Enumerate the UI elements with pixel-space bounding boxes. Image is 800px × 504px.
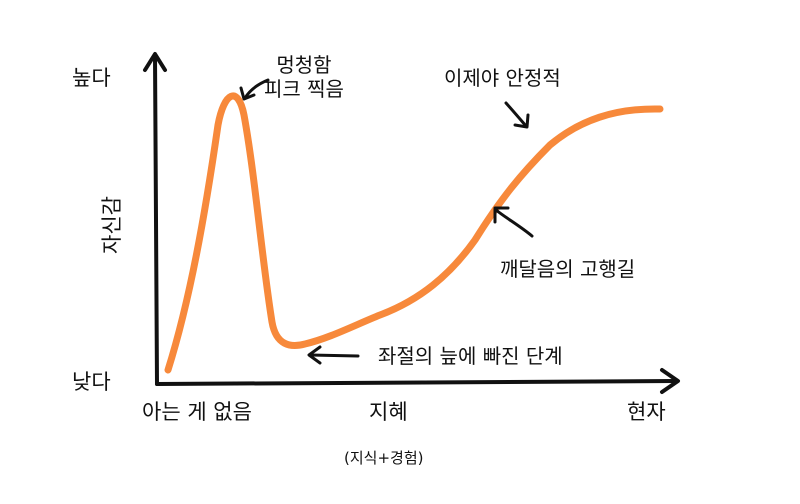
peak-arrowhead [239,86,256,101]
y-axis-line [153,54,159,386]
x-axis-title: 지혜 [369,400,408,424]
plateau-arrow [504,101,528,128]
valley-arrow [308,353,360,358]
valley-arrowhead [307,345,322,365]
slope-arrow [494,208,534,238]
slope-annotation: 깨달음의 고행길 [500,257,636,281]
x-axis-end-label: 현자 [627,400,666,424]
x-axis-start-label: 아는 게 없음 [142,400,252,424]
y-axis-title: 자신감 [100,196,124,254]
peak-annotation-line2: 피크 찍음 [264,76,344,101]
y-axis-low-label: 낮다 [72,370,111,394]
peak-annotation: 멍청함 피크 찍음 [264,53,344,101]
peak-annotation-line1: 멍청함 [276,53,332,77]
confidence-curve [164,92,664,374]
x-axis-subtitle: (지식+경험) [344,449,424,467]
valley-annotation: 좌절의 늪에 빠진 단계 [378,344,563,368]
y-axis-arrowhead [143,52,167,72]
x-axis-line [155,379,678,386]
y-axis-high-label: 높다 [72,66,111,90]
slope-arrowhead [493,206,510,224]
plateau-annotation: 이제야 안정적 [444,66,561,90]
peak-arrow [243,78,270,100]
plateau-arrowhead [513,113,530,129]
x-axis-arrowhead [660,368,680,394]
